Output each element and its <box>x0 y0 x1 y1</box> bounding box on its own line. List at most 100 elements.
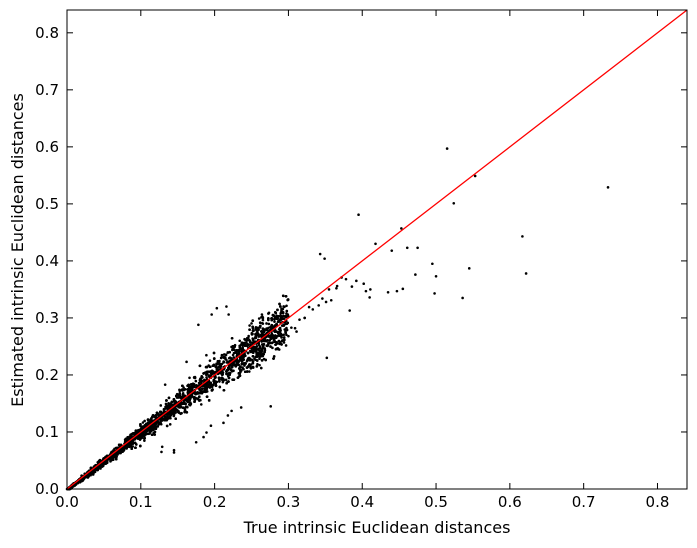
data-point <box>97 459 101 463</box>
data-point <box>216 359 220 363</box>
data-point <box>212 378 216 382</box>
data-point <box>259 334 263 338</box>
x-tick-label: 0.0 <box>55 493 79 511</box>
data-point <box>134 446 137 450</box>
data-point <box>232 378 236 381</box>
y-tick-label: 0.5 <box>35 195 59 213</box>
x-axis-label: True intrinsic Euclidean distances <box>243 518 511 537</box>
y-axis-ticks: 0.0 0.1 0.2 0.3 0.4 0.5 0.6 0.7 0.8 <box>35 24 687 498</box>
data-point <box>200 379 203 383</box>
data-point <box>123 440 127 443</box>
data-point <box>248 328 251 331</box>
data-point <box>285 309 289 313</box>
data-point <box>230 409 233 413</box>
data-point <box>236 353 240 356</box>
data-point <box>222 360 225 364</box>
data-point <box>204 389 207 392</box>
data-point <box>222 421 225 425</box>
data-point <box>152 431 156 435</box>
y-tick-label: 0.6 <box>35 138 59 156</box>
data-point <box>274 343 277 346</box>
data-point <box>171 403 174 407</box>
data-point <box>368 296 371 299</box>
data-point <box>154 423 157 427</box>
data-point <box>278 302 281 306</box>
data-point <box>208 365 212 369</box>
data-point <box>260 313 264 316</box>
data-point <box>138 428 142 432</box>
data-point <box>214 384 218 387</box>
data-point <box>238 346 242 349</box>
data-point <box>362 282 366 286</box>
data-point <box>250 322 253 325</box>
data-point <box>248 340 252 344</box>
data-point <box>248 370 251 373</box>
data-point <box>286 313 290 316</box>
data-point <box>187 383 190 387</box>
data-point <box>116 451 119 455</box>
data-point <box>246 365 250 368</box>
data-point <box>270 326 274 329</box>
data-point <box>106 458 109 462</box>
data-point <box>276 308 279 312</box>
data-point <box>141 421 145 424</box>
data-point <box>194 440 198 444</box>
data-point <box>251 365 255 369</box>
data-point <box>282 336 286 339</box>
data-point <box>218 385 222 389</box>
data-point <box>154 413 158 417</box>
data-point <box>272 355 276 358</box>
data-point <box>231 345 235 348</box>
data-point <box>431 262 434 266</box>
data-point <box>263 350 266 354</box>
data-point <box>230 357 233 360</box>
data-point <box>173 407 177 411</box>
data-point <box>154 421 158 424</box>
data-point <box>240 343 243 346</box>
data-point <box>148 431 152 434</box>
data-point <box>254 335 257 339</box>
data-point <box>94 467 97 471</box>
data-point <box>172 397 176 401</box>
data-point <box>181 406 185 409</box>
data-point <box>262 352 265 356</box>
data-point <box>251 319 255 322</box>
data-point <box>265 322 268 325</box>
data-point <box>185 410 189 414</box>
x-tick-label: 0.7 <box>572 493 596 511</box>
data-point <box>255 359 259 362</box>
data-point <box>245 370 249 373</box>
data-point <box>270 341 274 345</box>
data-point <box>335 284 339 288</box>
data-point <box>202 372 205 375</box>
data-point <box>286 321 289 325</box>
data-point <box>174 394 178 398</box>
data-point <box>145 428 148 432</box>
data-point <box>143 439 146 442</box>
data-point <box>282 317 286 320</box>
data-point <box>133 441 137 445</box>
data-point <box>245 338 249 342</box>
data-point <box>273 318 276 321</box>
data-point <box>282 341 286 344</box>
data-point <box>284 330 287 333</box>
data-point <box>270 333 273 337</box>
data-point <box>194 396 197 400</box>
data-point <box>159 404 163 407</box>
data-point <box>159 410 162 414</box>
data-point <box>240 350 243 353</box>
data-point <box>279 305 282 308</box>
data-point <box>235 348 239 352</box>
data-point <box>186 391 190 394</box>
data-point <box>174 417 177 420</box>
data-point <box>246 343 250 347</box>
data-point <box>165 406 168 410</box>
data-point <box>251 326 255 330</box>
data-point <box>247 334 250 338</box>
data-point <box>260 350 263 353</box>
data-point <box>364 289 368 293</box>
data-point <box>196 391 200 395</box>
data-point <box>164 418 167 422</box>
data-point <box>282 314 285 318</box>
data-point <box>262 339 266 342</box>
